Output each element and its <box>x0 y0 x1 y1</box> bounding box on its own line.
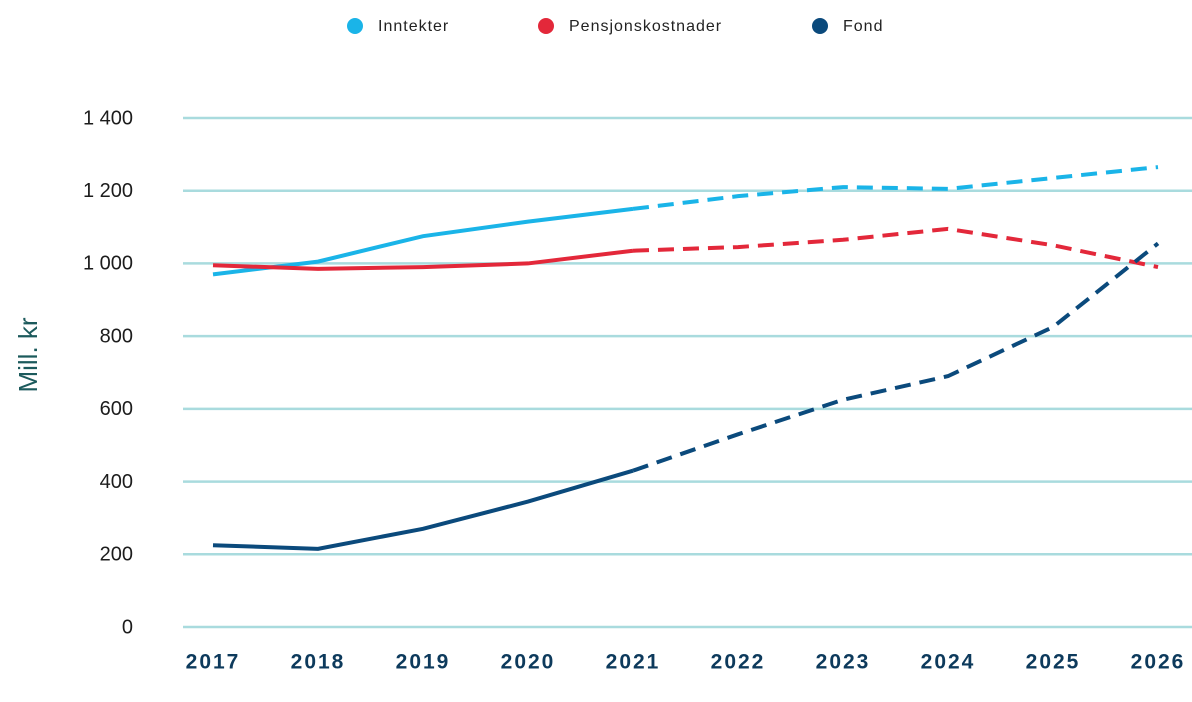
legend-marker <box>812 18 828 34</box>
line-forecast <box>632 241 1160 473</box>
x-tick-label: 2018 <box>291 651 346 674</box>
y-tick-label: 1 200 <box>83 180 133 202</box>
x-tick-label: 2023 <box>816 651 871 674</box>
x-tick-label: 2022 <box>711 651 766 674</box>
x-tick-label: 2025 <box>1026 651 1081 674</box>
y-axis-title: Mill. kr <box>13 317 43 392</box>
x-tick-label: 2026 <box>1131 651 1186 674</box>
line-forecast <box>632 226 1159 270</box>
y-tick-label: 200 <box>100 544 133 566</box>
x-tick-label: 2024 <box>921 651 976 674</box>
line-forecast <box>632 165 1159 211</box>
y-tick-label: 600 <box>100 398 133 420</box>
y-tick-label: 0 <box>122 616 133 638</box>
x-tick-label: 2021 <box>606 651 661 674</box>
x-tick-label: 2019 <box>396 651 451 674</box>
legend-label: Pensjonskostnader <box>569 18 722 35</box>
y-tick-label: 1 400 <box>83 107 133 129</box>
legend-label: Inntekter <box>378 18 449 35</box>
legend-marker <box>347 18 363 34</box>
line <box>212 248 634 271</box>
x-tick-label: 2017 <box>186 651 241 674</box>
y-tick-label: 800 <box>100 325 133 347</box>
line <box>212 468 634 551</box>
legend-label: Fond <box>843 18 883 35</box>
legend-marker <box>538 18 554 34</box>
x-tick-label: 2020 <box>501 651 556 674</box>
y-tick-label: 400 <box>100 471 133 493</box>
y-tick-label: 1 000 <box>83 253 133 275</box>
